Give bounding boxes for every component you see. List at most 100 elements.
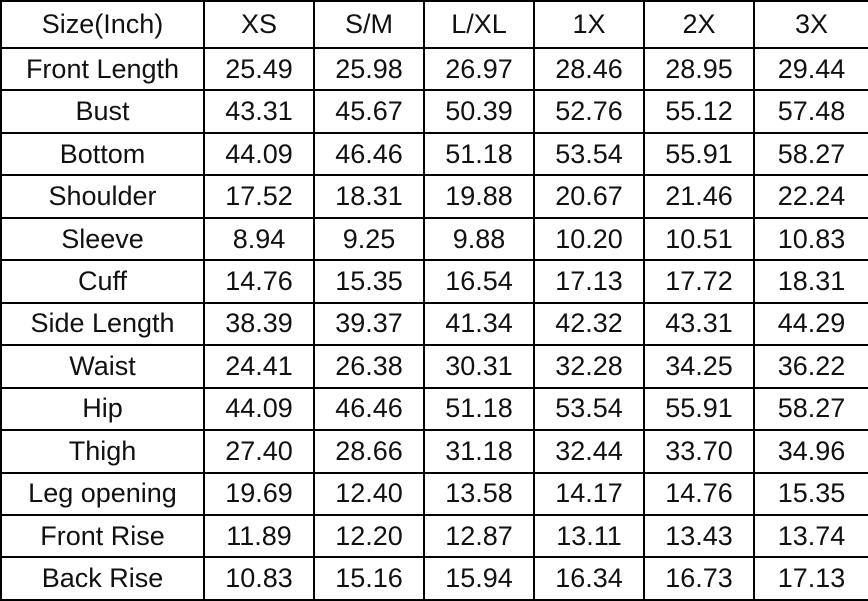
measurement-cell: 13.58 xyxy=(423,471,535,516)
table-row: Front Rise 11.89 12.20 12.87 13.11 13.43 13.74 xyxy=(0,513,868,559)
measurement-cell: 57.48 xyxy=(753,89,868,134)
measurement-cell: 41.34 xyxy=(423,301,535,347)
measurement-cell: 55.12 xyxy=(643,89,755,134)
measurement-cell: 11.89 xyxy=(203,513,315,559)
measurement-cell: 28.95 xyxy=(643,46,755,92)
measurement-cell: 28.46 xyxy=(533,46,645,92)
measurement-cell: 12.40 xyxy=(313,471,425,516)
measurement-cell: 58.27 xyxy=(753,386,868,432)
row-label: Leg opening xyxy=(0,471,205,516)
measurement-cell: 52.76 xyxy=(533,89,645,134)
row-label: Thigh xyxy=(0,429,205,474)
row-label: Bust xyxy=(0,89,205,134)
measurement-cell: 9.25 xyxy=(313,216,425,262)
measurement-cell: 17.52 xyxy=(203,174,315,219)
table-row: Leg opening 19.69 12.40 13.58 14.17 14.76 15.3… xyxy=(0,471,868,516)
measurement-cell: 51.18 xyxy=(423,386,535,432)
measurement-cell: 39.37 xyxy=(313,301,425,347)
table-row: Front Length 25.49 25.98 26.97 28.46 28.95 29.… xyxy=(0,46,868,92)
measurement-cell: 24.41 xyxy=(203,344,315,389)
measurement-cell: 10.83 xyxy=(753,216,868,262)
measurement-cell: 42.32 xyxy=(533,301,645,347)
table-row: Side Length 38.39 39.37 41.34 42.32 43.31 44.2… xyxy=(0,301,868,347)
measurement-cell: 17.13 xyxy=(533,259,645,304)
measurement-cell: 13.74 xyxy=(753,513,868,559)
measurement-cell: 16.54 xyxy=(423,259,535,304)
measurement-cell: 29.44 xyxy=(753,46,868,92)
measurement-cell: 10.83 xyxy=(203,556,315,601)
row-label: Front Length xyxy=(0,46,205,92)
measurement-cell: 30.31 xyxy=(423,344,535,389)
measurement-cell: 26.97 xyxy=(423,46,535,92)
row-label: Shoulder xyxy=(0,174,205,219)
table-row: Bottom 44.09 46.46 51.18 53.54 55.91 58.27 xyxy=(0,131,868,177)
measurement-cell: 18.31 xyxy=(753,259,868,304)
measurement-cell: 9.88 xyxy=(423,216,535,262)
header-cell-size: 2X xyxy=(643,0,755,49)
header-cell-size: 1X xyxy=(533,0,645,49)
measurement-cell: 15.35 xyxy=(313,259,425,304)
table-row: Back Rise 10.83 15.16 15.94 16.34 16.73 17.13 xyxy=(0,556,868,601)
measurement-cell: 43.31 xyxy=(203,89,315,134)
measurement-cell: 18.31 xyxy=(313,174,425,219)
measurement-cell: 34.96 xyxy=(753,429,868,474)
measurement-cell: 10.20 xyxy=(533,216,645,262)
measurement-cell: 12.87 xyxy=(423,513,535,559)
table-row: Cuff 14.76 15.35 16.54 17.13 17.72 18.31 xyxy=(0,259,868,304)
measurement-cell: 20.67 xyxy=(533,174,645,219)
table-row: Bust 43.31 45.67 50.39 52.76 55.12 57.48 xyxy=(0,89,868,134)
measurement-cell: 26.38 xyxy=(313,344,425,389)
header-cell-size: 3X xyxy=(753,0,868,49)
measurement-cell: 44.29 xyxy=(753,301,868,347)
measurement-cell: 10.51 xyxy=(643,216,755,262)
row-label: Sleeve xyxy=(0,216,205,262)
measurement-cell: 16.73 xyxy=(643,556,755,601)
measurement-cell: 32.28 xyxy=(533,344,645,389)
measurement-cell: 15.16 xyxy=(313,556,425,601)
measurement-cell: 44.09 xyxy=(203,386,315,432)
measurement-cell: 14.17 xyxy=(533,471,645,516)
measurement-cell: 22.24 xyxy=(753,174,868,219)
measurement-cell: 21.46 xyxy=(643,174,755,219)
header-cell-size: L/XL xyxy=(423,0,535,49)
measurement-cell: 44.09 xyxy=(203,131,315,177)
measurement-cell: 31.18 xyxy=(423,429,535,474)
measurement-cell: 45.67 xyxy=(313,89,425,134)
measurement-cell: 17.72 xyxy=(643,259,755,304)
measurement-cell: 53.54 xyxy=(533,131,645,177)
measurement-cell: 50.39 xyxy=(423,89,535,134)
measurement-cell: 36.22 xyxy=(753,344,868,389)
measurement-cell: 38.39 xyxy=(203,301,315,347)
measurement-cell: 15.35 xyxy=(753,471,868,516)
measurement-cell: 28.66 xyxy=(313,429,425,474)
row-label: Back Rise xyxy=(0,556,205,601)
measurement-cell: 33.70 xyxy=(643,429,755,474)
row-label: Cuff xyxy=(0,259,205,304)
measurement-cell: 51.18 xyxy=(423,131,535,177)
table-row: Waist 24.41 26.38 30.31 32.28 34.25 36.22 xyxy=(0,344,868,389)
table-row: Shoulder 17.52 18.31 19.88 20.67 21.46 22.24 xyxy=(0,174,868,219)
measurement-cell: 27.40 xyxy=(203,429,315,474)
measurement-cell: 46.46 xyxy=(313,131,425,177)
measurement-cell: 8.94 xyxy=(203,216,315,262)
measurement-cell: 32.44 xyxy=(533,429,645,474)
measurement-cell: 13.11 xyxy=(533,513,645,559)
measurement-cell: 19.88 xyxy=(423,174,535,219)
row-label: Front Rise xyxy=(0,513,205,559)
measurement-cell: 25.49 xyxy=(203,46,315,92)
measurement-cell: 14.76 xyxy=(643,471,755,516)
measurement-cell: 25.98 xyxy=(313,46,425,92)
measurement-cell: 14.76 xyxy=(203,259,315,304)
measurement-cell: 12.20 xyxy=(313,513,425,559)
measurement-cell: 15.94 xyxy=(423,556,535,601)
row-label: Hip xyxy=(0,386,205,432)
row-label: Bottom xyxy=(0,131,205,177)
measurement-cell: 53.54 xyxy=(533,386,645,432)
measurement-cell: 43.31 xyxy=(643,301,755,347)
header-cell-size-unit: Size(Inch) xyxy=(0,0,205,49)
measurement-cell: 13.43 xyxy=(643,513,755,559)
measurement-cell: 58.27 xyxy=(753,131,868,177)
table-row: Thigh 27.40 28.66 31.18 32.44 33.70 34.96 xyxy=(0,429,868,474)
table-row: Sleeve 8.94 9.25 9.88 10.20 10.51 10.83 xyxy=(0,216,868,262)
header-cell-size: S/M xyxy=(313,0,425,49)
